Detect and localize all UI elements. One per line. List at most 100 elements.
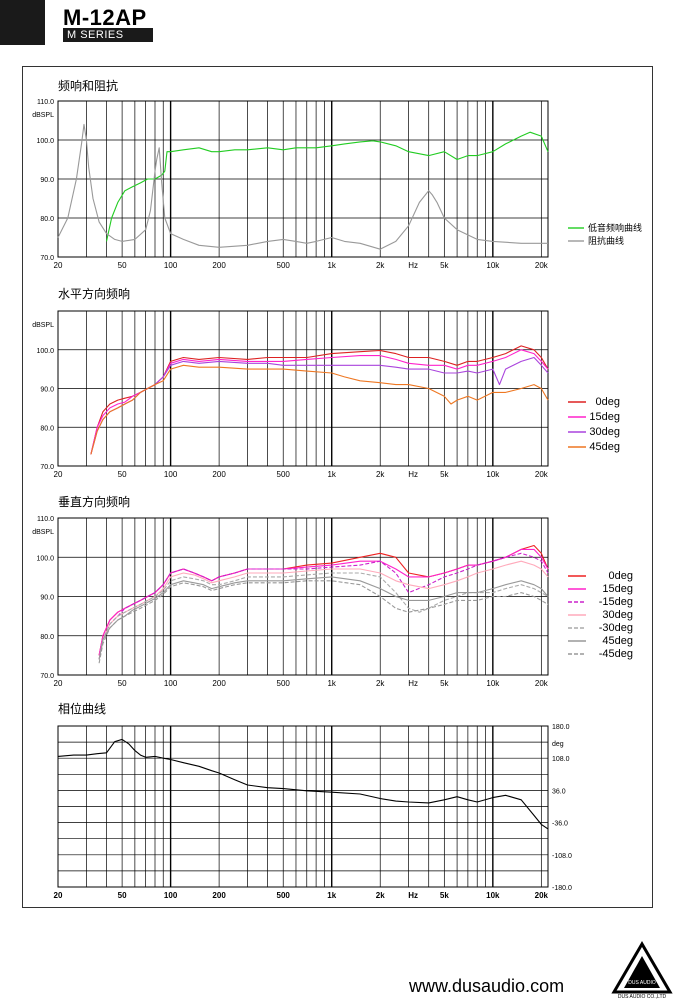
y-tick-label: -180.0 xyxy=(552,885,572,892)
logo-text-top: DUS AUDIO xyxy=(628,980,656,986)
x-tick-label: 200 xyxy=(212,679,226,688)
y-tick-label: 90.0 xyxy=(40,595,54,602)
legend-label: -45deg xyxy=(599,648,633,660)
legend-label: 15deg xyxy=(602,583,633,595)
x-tick-label: 1k xyxy=(327,261,336,270)
y-tick-label: 80.0 xyxy=(40,425,54,432)
x-tick-label: 20 xyxy=(54,679,63,688)
legend-label: 15deg xyxy=(589,411,620,423)
x-tick-label: 1k xyxy=(327,679,336,688)
legend-label: 30deg xyxy=(602,609,633,621)
x-tick-label: Hz xyxy=(408,679,418,688)
y-tick-label: 90.0 xyxy=(40,177,54,184)
series-line-3-0 xyxy=(57,738,549,830)
y-tick-label: 108.0 xyxy=(552,756,570,763)
chart-title-1: 水平方向频响 xyxy=(58,286,130,301)
x-tick-label: 200 xyxy=(212,470,226,479)
y-tick-label: 70.0 xyxy=(40,255,54,262)
series-line-0-1 xyxy=(57,123,548,250)
y-tick-label: 180.0 xyxy=(552,724,570,731)
y-tick-label: 100.0 xyxy=(36,138,54,145)
x-tick-label: 500 xyxy=(277,679,291,688)
y-tick-label: 110.0 xyxy=(37,516,54,523)
y-tick-label: 70.0 xyxy=(40,464,54,471)
y-tick-label: -108.0 xyxy=(552,853,572,860)
y-tick-label: 100.0 xyxy=(36,348,54,355)
legend-label: 45deg xyxy=(602,635,633,647)
header-logo-block xyxy=(0,0,45,45)
x-tick-label: 50 xyxy=(118,679,127,688)
y-tick-label: 110.0 xyxy=(37,99,54,106)
x-tick-label: 200 xyxy=(212,891,226,900)
logo-text-bottom: DUS AUDIO CO.,LTD xyxy=(618,994,667,1000)
y-axis-unit: dBSPL xyxy=(32,112,54,119)
y-axis-unit: deg xyxy=(552,741,564,748)
x-tick-label: 100 xyxy=(164,470,178,479)
x-tick-label: 500 xyxy=(277,470,291,479)
legend-label: 低音频响曲线 xyxy=(588,222,642,233)
x-tick-label: 20 xyxy=(54,470,63,479)
x-tick-label: 20k xyxy=(535,470,549,479)
x-tick-label: 1k xyxy=(327,470,336,479)
x-tick-label: 20k xyxy=(535,891,549,900)
chart-title-2: 垂直方向频响 xyxy=(58,494,130,509)
x-tick-label: Hz xyxy=(408,891,418,900)
footer-url[interactable]: www.dusaudio.com xyxy=(409,976,565,996)
x-tick-label: 5k xyxy=(440,261,449,270)
x-tick-label: 10k xyxy=(486,470,500,479)
legend-label: -30deg xyxy=(599,622,633,634)
x-tick-label: Hz xyxy=(408,261,418,270)
x-tick-label: 20k xyxy=(535,261,549,270)
chart-title-3: 相位曲线 xyxy=(58,701,106,716)
legend-label: 阻抗曲线 xyxy=(588,235,624,246)
y-axis-unit: dBSPL xyxy=(32,322,54,329)
x-tick-label: 10k xyxy=(486,679,500,688)
x-tick-label: 100 xyxy=(164,891,178,900)
x-tick-label: 2k xyxy=(376,470,385,479)
x-tick-label: 500 xyxy=(277,261,291,270)
x-tick-label: Hz xyxy=(408,470,418,479)
legend-label: 0deg xyxy=(609,570,633,582)
y-tick-label: 100.0 xyxy=(36,555,54,562)
x-tick-label: 5k xyxy=(440,679,449,688)
y-axis-unit: dBSPL xyxy=(32,529,54,536)
legend-label: 30deg xyxy=(589,426,620,438)
x-tick-label: 1k xyxy=(327,891,336,900)
x-tick-label: 10k xyxy=(486,261,500,270)
x-tick-label: 2k xyxy=(376,679,385,688)
x-tick-label: 5k xyxy=(440,891,449,900)
x-tick-label: 2k xyxy=(376,261,385,270)
series-line-0-0 xyxy=(105,131,549,242)
x-tick-label: 20k xyxy=(535,679,549,688)
legend-label: 45deg xyxy=(589,441,620,453)
series-line-2-2 xyxy=(98,552,549,660)
x-tick-label: 50 xyxy=(118,261,127,270)
y-tick-label: -36.0 xyxy=(552,821,568,828)
legend-label: -15deg xyxy=(599,596,633,608)
x-tick-label: 200 xyxy=(212,261,226,270)
x-tick-label: 50 xyxy=(118,891,127,900)
model-title: M-12AP xyxy=(63,5,147,30)
legend-label: 0deg xyxy=(596,396,620,408)
x-tick-label: 20 xyxy=(54,261,63,270)
y-tick-label: 80.0 xyxy=(40,634,54,641)
x-tick-label: 20 xyxy=(54,891,63,900)
y-tick-label: 70.0 xyxy=(40,673,54,680)
dus-logo-icon: DUS AUDIO DUS AUDIO CO.,LTD xyxy=(611,941,673,1000)
x-tick-label: 100 xyxy=(164,679,178,688)
y-tick-label: 90.0 xyxy=(40,387,54,394)
x-tick-label: 500 xyxy=(277,891,291,900)
series-line-1-3 xyxy=(90,364,549,455)
x-tick-label: 2k xyxy=(376,891,385,900)
y-tick-label: 80.0 xyxy=(40,216,54,223)
charts-frame xyxy=(22,66,653,908)
x-tick-label: 100 xyxy=(164,261,178,270)
x-tick-label: 10k xyxy=(486,891,500,900)
y-tick-label: 36.0 xyxy=(552,788,566,795)
series-line-1-0 xyxy=(90,345,549,455)
x-tick-label: 50 xyxy=(118,470,127,479)
x-tick-label: 5k xyxy=(440,470,449,479)
chart-title-0: 频响和阻抗 xyxy=(58,78,118,93)
series-line-2-6 xyxy=(98,580,549,664)
